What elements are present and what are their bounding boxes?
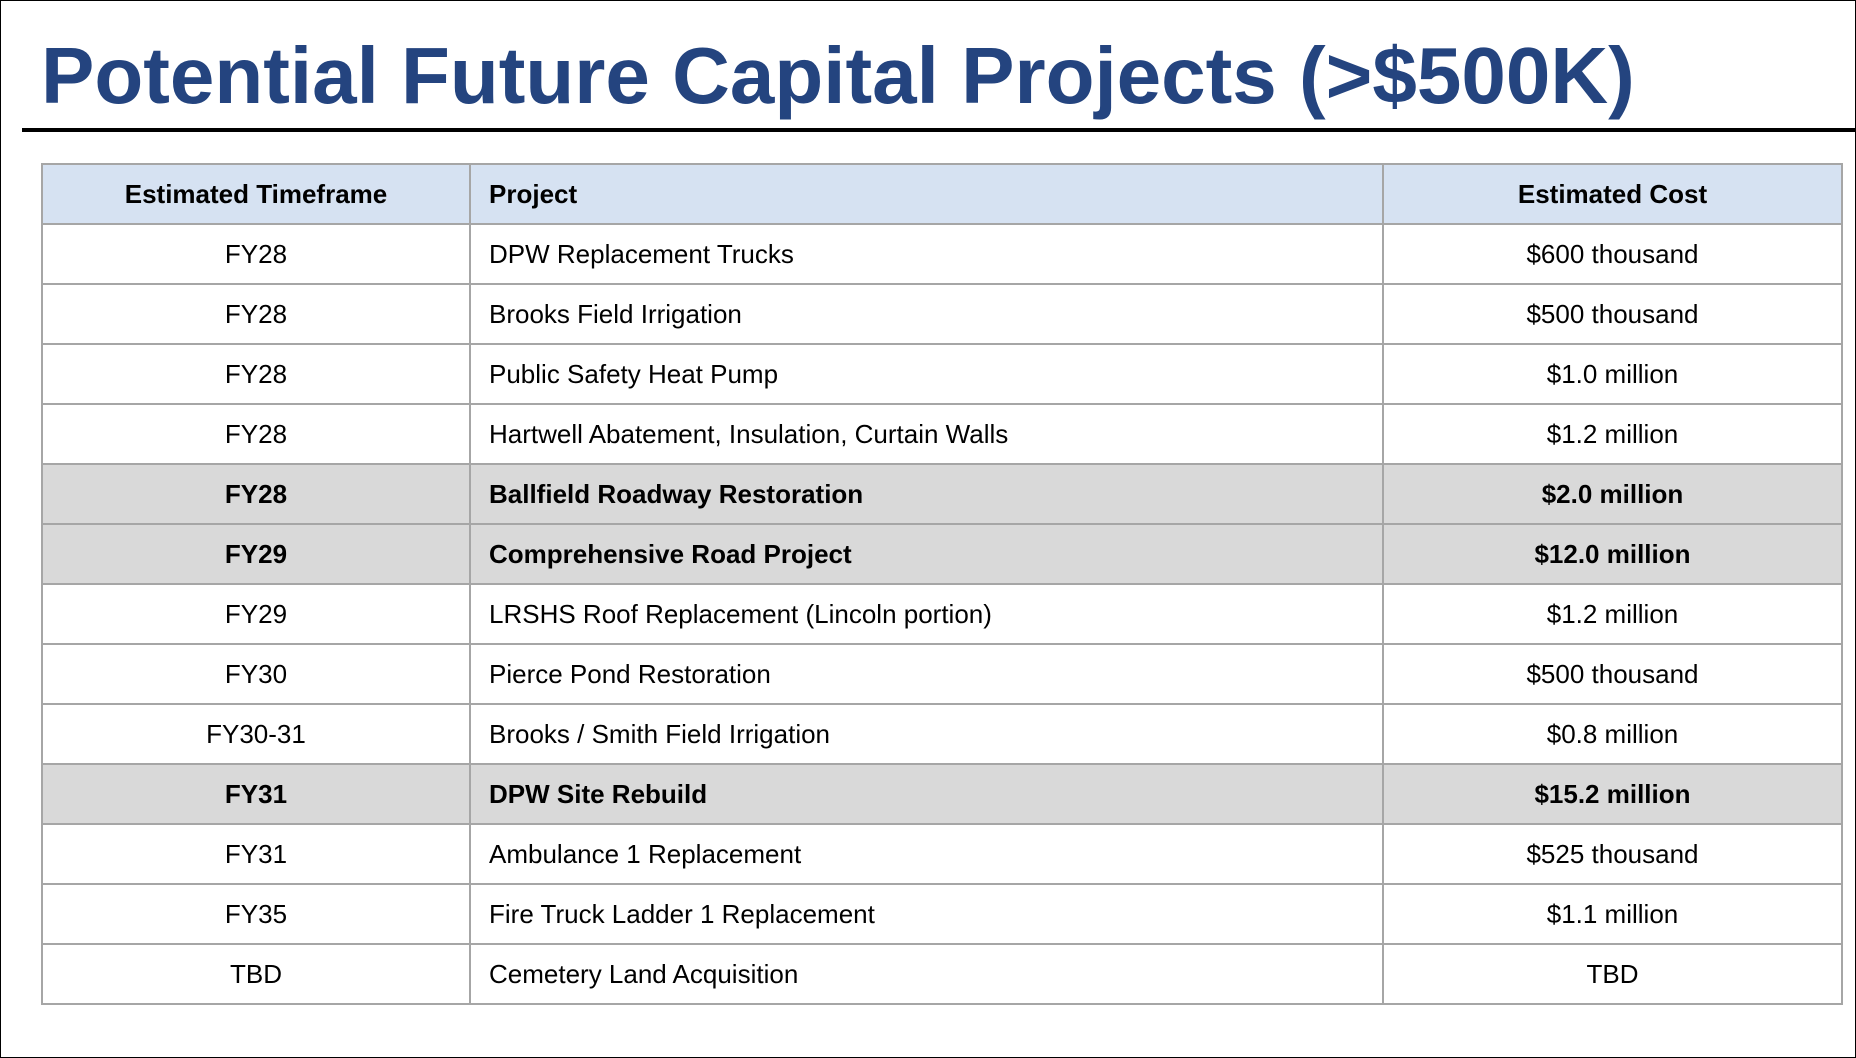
table-cell: FY29	[41, 523, 471, 585]
table-cell: FY28	[41, 283, 471, 345]
table-body: FY28 DPW Replacement Trucks $600 thousand F…	[41, 223, 1843, 1005]
table-row: FY28 Brooks Field Irrigation $500 thousand	[41, 283, 1843, 345]
table-cell: $500 thousand	[1382, 283, 1843, 345]
table-row: FY29 LRSHS Roof Replacement (Lincoln port…	[41, 583, 1843, 645]
table-header: Estimated Timeframe Project Estimated Cost	[41, 163, 1843, 225]
table-row: TBD Cemetery Land Acquisition TBD	[41, 943, 1843, 1005]
table-cell: Ballfield Roadway Restoration	[469, 463, 1384, 525]
table-cell: TBD	[41, 943, 471, 1005]
table-cell: $1.0 million	[1382, 343, 1843, 405]
header-cell: Estimated Timeframe	[41, 163, 471, 225]
table-cell: Cemetery Land Acquisition	[469, 943, 1384, 1005]
table-cell: $1.1 million	[1382, 883, 1843, 945]
table-cell: FY30	[41, 643, 471, 705]
table-cell: $600 thousand	[1382, 223, 1843, 285]
table-cell: $1.2 million	[1382, 583, 1843, 645]
table-row: FY31 Ambulance 1 Replacement $525 thousand	[41, 823, 1843, 885]
slide-title: Potential Future Capital Projects (>$500…	[41, 31, 1635, 120]
table-cell: FY29	[41, 583, 471, 645]
table-cell: $12.0 million	[1382, 523, 1843, 585]
table-cell: TBD	[1382, 943, 1843, 1005]
table-cell: $525 thousand	[1382, 823, 1843, 885]
table-row: FY30-31 Brooks / Smith Field Irrigation $0…	[41, 703, 1843, 765]
table-row: FY29 Comprehensive Road Project $12.0 mill…	[41, 523, 1843, 585]
projects-table: Estimated Timeframe Project Estimated Cost…	[41, 163, 1843, 1005]
table-cell: $500 thousand	[1382, 643, 1843, 705]
table-row: FY28 Ballfield Roadway Restoration $2.0 mi…	[41, 463, 1843, 525]
table-cell: $15.2 million	[1382, 763, 1843, 825]
title-rule	[22, 128, 1855, 132]
table-cell: FY28	[41, 403, 471, 465]
table-cell: DPW Site Rebuild	[469, 763, 1384, 825]
table-cell: LRSHS Roof Replacement (Lincoln portion)	[469, 583, 1384, 645]
table-cell: Comprehensive Road Project	[469, 523, 1384, 585]
table-row: FY31 DPW Site Rebuild $15.2 million	[41, 763, 1843, 825]
table-cell: Brooks Field Irrigation	[469, 283, 1384, 345]
header-cell: Estimated Cost	[1382, 163, 1843, 225]
table-cell: $1.2 million	[1382, 403, 1843, 465]
header-row: Estimated Timeframe Project Estimated Cost	[41, 163, 1843, 225]
table-cell: FY35	[41, 883, 471, 945]
table-row: FY35 Fire Truck Ladder 1 Replacement $1.1 …	[41, 883, 1843, 945]
table-row: FY28 Public Safety Heat Pump $1.0 million	[41, 343, 1843, 405]
table-cell: $2.0 million	[1382, 463, 1843, 525]
table-row: FY30 Pierce Pond Restoration $500 thousand	[41, 643, 1843, 705]
table-cell: FY28	[41, 343, 471, 405]
table-cell: FY28	[41, 223, 471, 285]
table-row: FY28 Hartwell Abatement, Insulation, Curt…	[41, 403, 1843, 465]
table-cell: FY30-31	[41, 703, 471, 765]
header-cell: Project	[469, 163, 1384, 225]
table-cell: Ambulance 1 Replacement	[469, 823, 1384, 885]
table-cell: FY28	[41, 463, 471, 525]
table-cell: $0.8 million	[1382, 703, 1843, 765]
table-cell: Brooks / Smith Field Irrigation	[469, 703, 1384, 765]
table-cell: FY31	[41, 763, 471, 825]
table-cell: Hartwell Abatement, Insulation, Curtain …	[469, 403, 1384, 465]
table-cell: Pierce Pond Restoration	[469, 643, 1384, 705]
table-cell: Public Safety Heat Pump	[469, 343, 1384, 405]
table-row: FY28 DPW Replacement Trucks $600 thousand	[41, 223, 1843, 285]
table-cell: Fire Truck Ladder 1 Replacement	[469, 883, 1384, 945]
table-cell: DPW Replacement Trucks	[469, 223, 1384, 285]
table-cell: FY31	[41, 823, 471, 885]
